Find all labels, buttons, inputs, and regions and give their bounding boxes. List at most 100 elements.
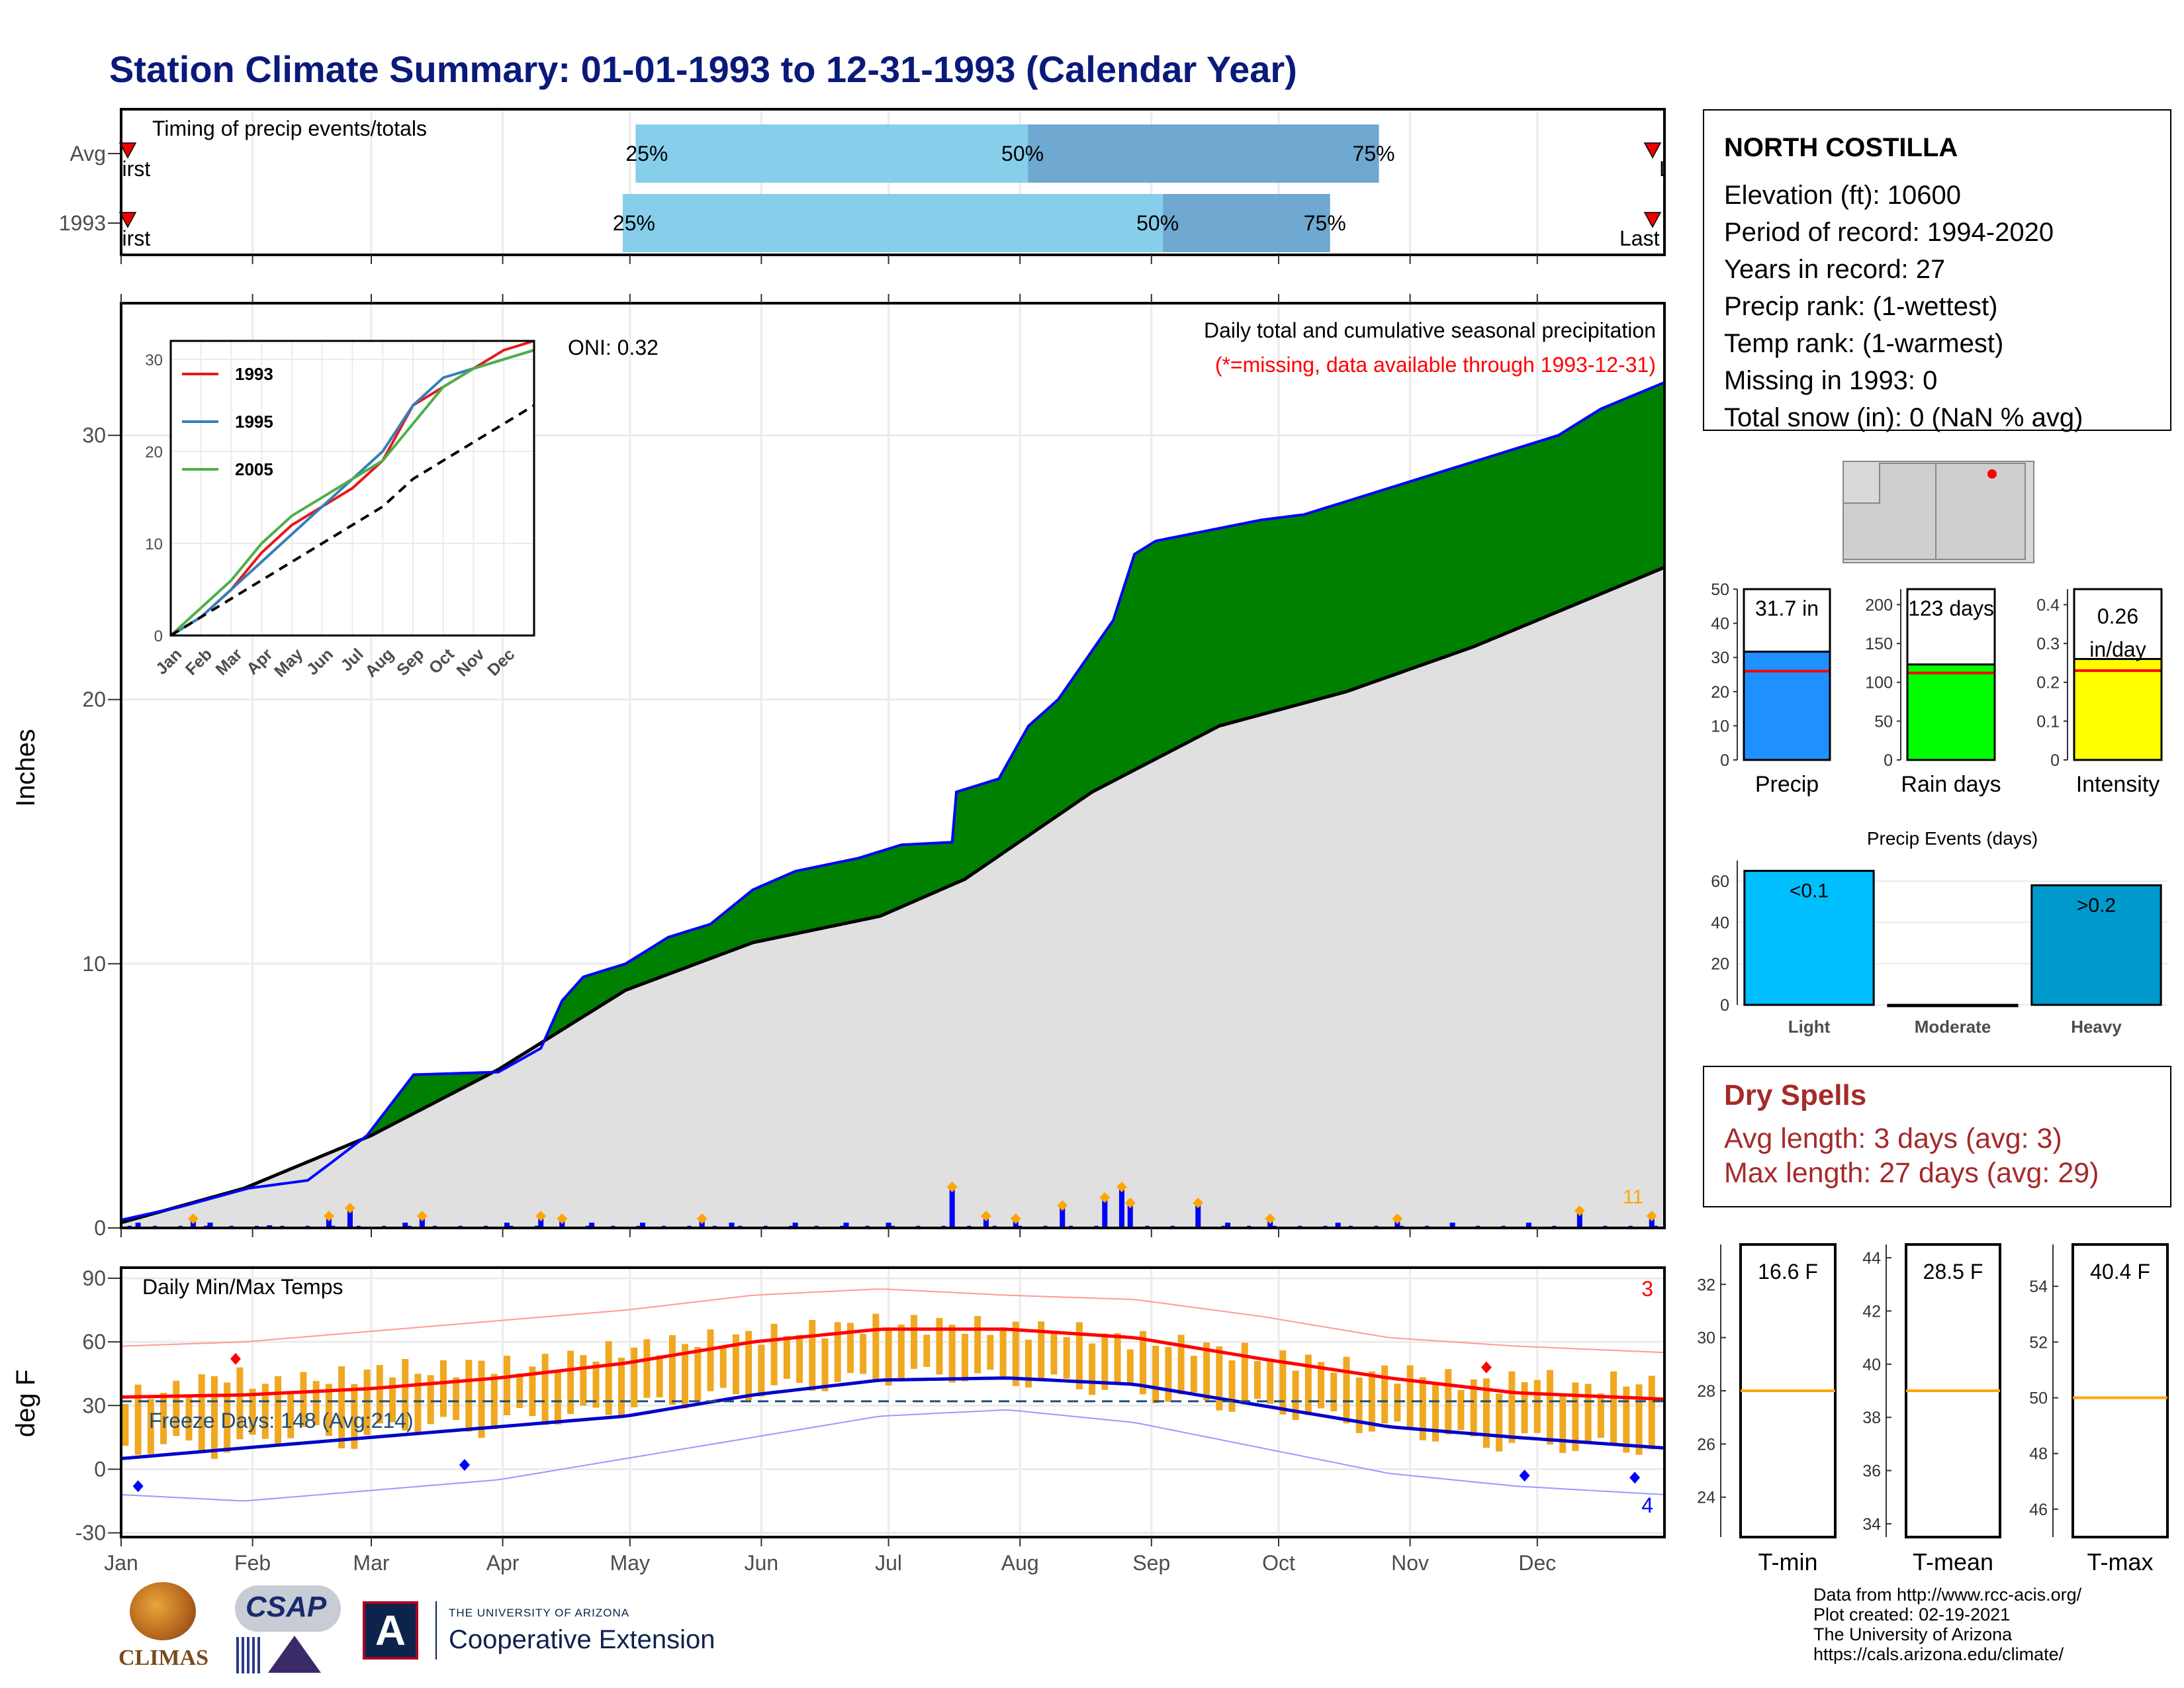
daily-temp-range-bar (1038, 1321, 1045, 1381)
temp-summary-y-tick-label: 40 (1862, 1356, 1881, 1374)
timing-first-text: First (109, 157, 150, 181)
month-tick-label: Nov (1391, 1551, 1429, 1575)
inset-y-tick-label: 0 (154, 628, 163, 645)
daily-temp-range-bar (1089, 1343, 1096, 1395)
summary-y-tick-label: 0.3 (2036, 635, 2060, 653)
temperature-panel: -30 0 30 60 90 Freeze Days: 148 (Avg:214) Dail… (11, 1266, 1666, 1575)
temp-frame (120, 1266, 1666, 1538)
daily-precip-bar (640, 1223, 646, 1228)
station-details: Elevation (ft): 10600 Period of record: … (1724, 177, 2083, 436)
daily-temp-range-bar (1025, 1339, 1032, 1388)
csap-bars (236, 1637, 263, 1673)
daily-precip-bar (1335, 1223, 1341, 1228)
csap-logo: CSAP (228, 1585, 347, 1681)
temp-summary-y-tick-label: 32 (1697, 1276, 1715, 1294)
month-tick-label: Apr (486, 1551, 520, 1575)
summary-bar-label: Intensity (2076, 772, 2160, 797)
csap-logo-text: CSAP (246, 1591, 327, 1623)
daily-temp-range-bar (210, 1376, 218, 1459)
heavy-event-marker (1057, 1200, 1068, 1211)
inset-legend-label: 1995 (235, 412, 273, 432)
daily-temp-range-bar (1584, 1383, 1592, 1442)
ua-line1: THE UNIVERSITY OF ARIZONA (449, 1607, 630, 1619)
heavy-event-marker (946, 1182, 958, 1193)
daily-precip-bar (983, 1217, 989, 1228)
inset-y-tick-label: 30 (145, 352, 163, 369)
timing-text-25: 25% (625, 142, 668, 165)
temperature-summary-charts: 24 26 28 30 32 16.6 F T-min 34 36 38 40 42 44 28.5 F T… (1697, 1243, 2169, 1575)
summary-bar (1743, 650, 1831, 761)
temp-summary-y-tick-label: 44 (1862, 1249, 1881, 1268)
heavy-event-count: 11 (1623, 1186, 1643, 1208)
daily-precip-bar (402, 1223, 408, 1228)
daily-temp-range-bar (504, 1356, 510, 1416)
daily-precip-bar (1195, 1204, 1201, 1228)
record-temp-marker (1519, 1470, 1530, 1482)
precip-y-tick-label: 0 (94, 1216, 106, 1240)
precip-event-bar (1743, 870, 1875, 1006)
cumulative-average-line (120, 565, 1665, 1225)
station-info-box: NORTH COSTILLA Elevation (ft): 10600 Per… (1703, 109, 2171, 432)
temp-summary-value-label: 16.6 F (1758, 1260, 1818, 1284)
month-tick-label: Sep (1132, 1551, 1170, 1575)
footer-website: https://cals.arizona.edu/climate/ (1813, 1644, 2064, 1664)
daily-precip-bar (135, 1223, 141, 1228)
temp-y-tick-label: 60 (82, 1330, 106, 1354)
inset-y-tick-label: 10 (145, 536, 163, 553)
daily-temp-range-bar (1304, 1354, 1312, 1415)
timing-last-text: Last (1659, 157, 1700, 181)
daily-temp-range-bar (1635, 1384, 1643, 1455)
daily-temp-range-bar (732, 1334, 739, 1395)
precip-y-tick-label: 20 (82, 688, 106, 712)
station-elevation: Elevation (ft): 10600 (1724, 181, 1961, 210)
summary-frame (2073, 588, 2163, 761)
summary-bar-label: Precip (1755, 772, 1819, 797)
daily-temp-range-bar (745, 1331, 752, 1401)
daily-temp-range-bar (1559, 1393, 1567, 1454)
daily-temp-range-bar (1470, 1379, 1477, 1436)
temp-y-tick-label: 0 (94, 1457, 106, 1481)
summary-y-tick-label: 10 (1711, 717, 1729, 735)
inset-legend-label: 1993 (235, 364, 273, 384)
temp-summary-y-tick-label: 46 (2029, 1501, 2048, 1519)
heavy-event-marker (187, 1213, 199, 1225)
record-high-count: 3 (1641, 1277, 1653, 1301)
daily-precip-bar (538, 1217, 544, 1228)
daily-temp-range-bar (1292, 1370, 1299, 1421)
temp-summary-y-tick-label: 48 (2029, 1445, 2048, 1464)
station-location-marker (1987, 469, 1997, 479)
state-outline-new-mexico (1935, 463, 2026, 560)
temp-y-axis-label: deg F (11, 1370, 40, 1437)
daily-temp-range-bar (592, 1361, 600, 1408)
daily-temp-range-bar (312, 1381, 320, 1426)
temp-summary-y-tick-label: 54 (2029, 1278, 2048, 1296)
daily-temp-range-bar (846, 1323, 854, 1374)
station-precip-rank: Precip rank: (1-wettest) (1724, 292, 1998, 321)
daily-precip-bar (886, 1223, 891, 1228)
temp-summary-value-label: 40.4 F (2090, 1260, 2150, 1284)
daily-precip-bar (419, 1217, 425, 1228)
temp-summary-y-tick-label: 26 (1697, 1435, 1715, 1454)
average-min-temp-line (120, 1376, 1665, 1460)
daily-temp-range-bar (656, 1355, 663, 1397)
cumulative-average-area (121, 567, 1664, 1228)
daily-temp-range-bar (707, 1329, 714, 1391)
summary-y-tick-label: 200 (1865, 596, 1893, 614)
daily-temp-range-bar (490, 1374, 498, 1429)
daily-temp-range-bar (1547, 1370, 1554, 1445)
month-tick-label: Oct (1262, 1551, 1295, 1575)
timing-bar-25-50 (622, 194, 1163, 252)
daily-temp-range-bar (631, 1347, 638, 1407)
heavy-event-marker (344, 1203, 355, 1214)
oni-text: ONI: 0.32 (568, 336, 659, 359)
timing-text-50: 50% (1001, 142, 1044, 165)
daily-temp-range-bar (821, 1338, 829, 1391)
daily-temp-range-bar (605, 1341, 612, 1415)
daily-temp-range-bar (580, 1355, 587, 1406)
daily-temp-range-bar (1648, 1376, 1655, 1450)
timing-text-75: 75% (1353, 142, 1395, 165)
temp-summary-label: T-min (1758, 1548, 1818, 1575)
daily-temp-range-bar (1597, 1393, 1604, 1438)
heavy-event-marker (1574, 1205, 1585, 1217)
